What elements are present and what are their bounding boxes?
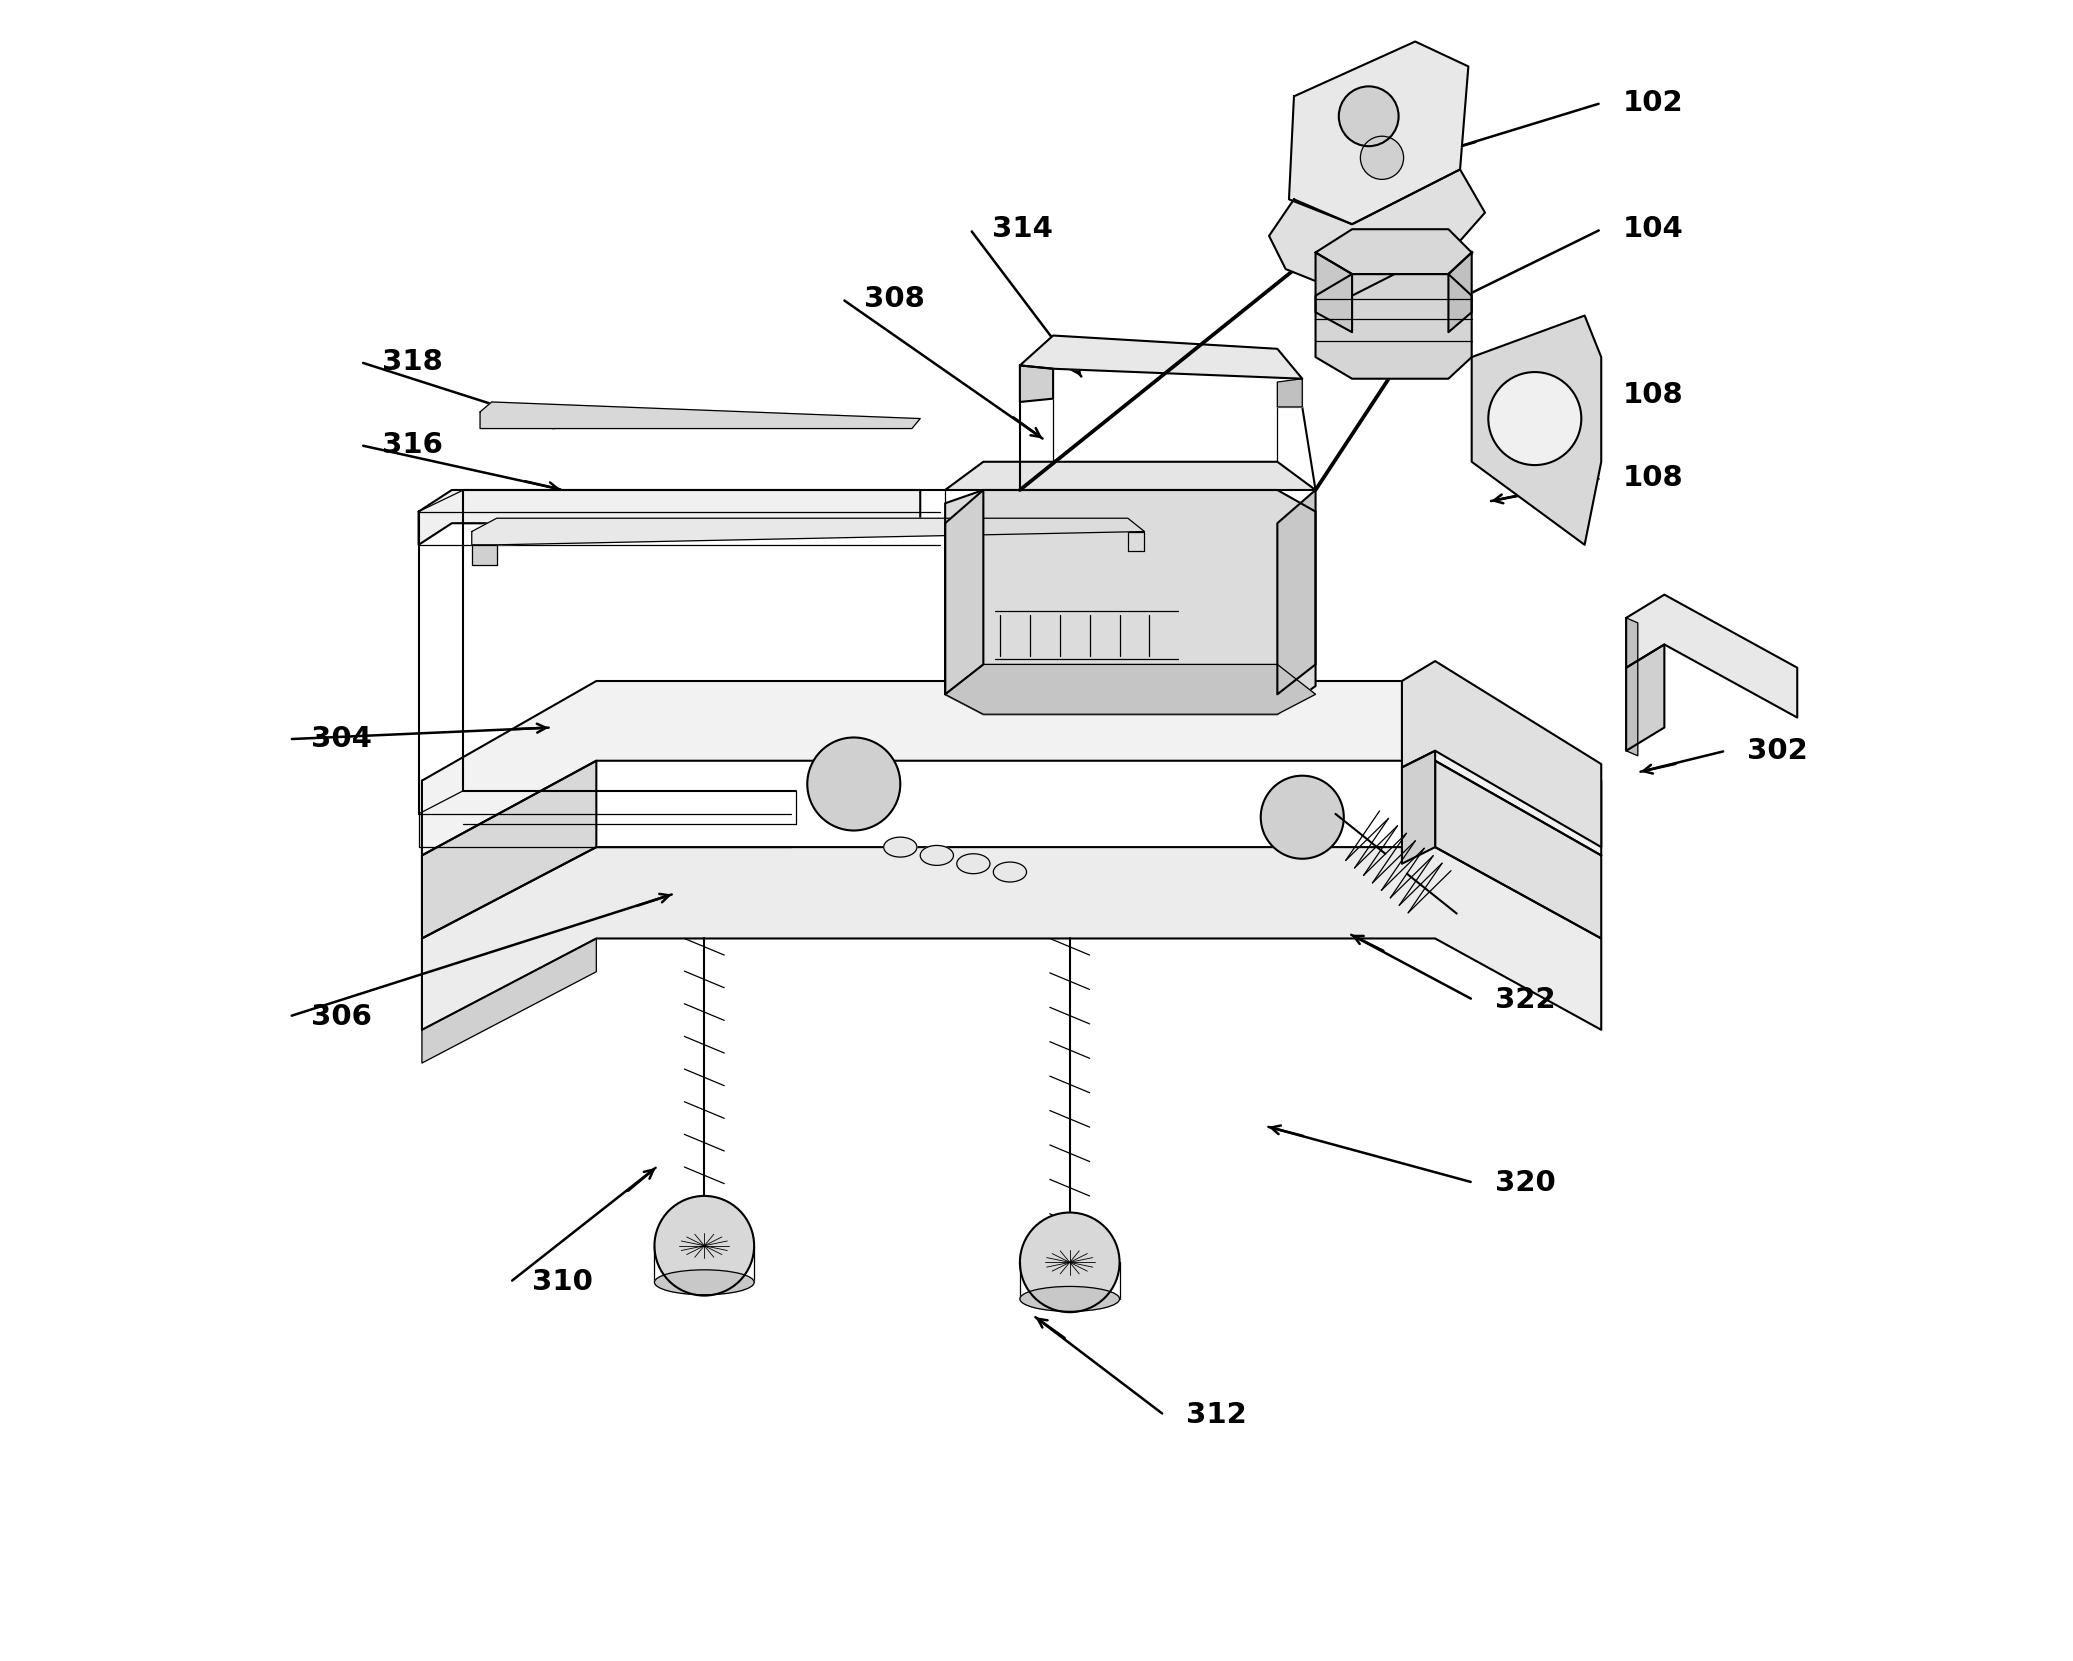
- Polygon shape: [1316, 252, 1352, 332]
- Polygon shape: [945, 462, 1316, 490]
- Polygon shape: [945, 490, 983, 694]
- Ellipse shape: [655, 1269, 755, 1296]
- Polygon shape: [1401, 751, 1435, 864]
- Circle shape: [1260, 776, 1343, 859]
- Polygon shape: [945, 490, 1316, 714]
- Text: 310: 310: [531, 1269, 593, 1296]
- Text: 318: 318: [381, 349, 444, 375]
- Polygon shape: [423, 761, 597, 938]
- Polygon shape: [1625, 618, 1638, 756]
- Polygon shape: [1277, 379, 1302, 407]
- Polygon shape: [1277, 490, 1316, 694]
- Polygon shape: [423, 938, 597, 1063]
- Polygon shape: [1020, 365, 1053, 402]
- Text: 308: 308: [864, 286, 925, 312]
- Polygon shape: [423, 681, 1600, 855]
- Text: 108: 108: [1623, 465, 1683, 492]
- Ellipse shape: [1020, 1286, 1119, 1312]
- Polygon shape: [1625, 644, 1665, 751]
- Polygon shape: [473, 518, 1144, 545]
- Polygon shape: [419, 490, 920, 545]
- Ellipse shape: [920, 845, 954, 865]
- Text: 322: 322: [1495, 987, 1555, 1013]
- Text: 314: 314: [991, 216, 1053, 243]
- Polygon shape: [1435, 761, 1600, 938]
- Polygon shape: [1625, 595, 1797, 718]
- Polygon shape: [473, 545, 498, 565]
- Ellipse shape: [993, 862, 1026, 882]
- Text: 320: 320: [1495, 1169, 1555, 1196]
- Polygon shape: [1020, 336, 1302, 379]
- Circle shape: [655, 1196, 755, 1296]
- Polygon shape: [423, 847, 1600, 1030]
- Polygon shape: [1449, 252, 1472, 332]
- Text: 306: 306: [311, 1003, 371, 1030]
- Polygon shape: [1472, 316, 1600, 545]
- Polygon shape: [945, 664, 1316, 714]
- Text: 302: 302: [1748, 737, 1808, 764]
- Circle shape: [806, 737, 900, 830]
- Polygon shape: [1128, 532, 1144, 551]
- Text: 304: 304: [311, 726, 371, 752]
- Polygon shape: [1316, 274, 1472, 379]
- Polygon shape: [1401, 661, 1600, 847]
- Text: 104: 104: [1623, 216, 1683, 243]
- Circle shape: [1020, 1213, 1119, 1312]
- Text: 102: 102: [1623, 90, 1683, 116]
- Text: 108: 108: [1623, 382, 1683, 409]
- Polygon shape: [1316, 229, 1472, 274]
- Circle shape: [1339, 86, 1399, 146]
- Polygon shape: [1269, 169, 1484, 296]
- Text: 312: 312: [1186, 1402, 1246, 1428]
- Ellipse shape: [883, 837, 916, 857]
- Circle shape: [1360, 136, 1403, 179]
- Ellipse shape: [958, 854, 991, 874]
- Circle shape: [1488, 372, 1582, 465]
- Text: 316: 316: [381, 432, 444, 458]
- Polygon shape: [481, 402, 920, 429]
- Polygon shape: [1289, 42, 1468, 224]
